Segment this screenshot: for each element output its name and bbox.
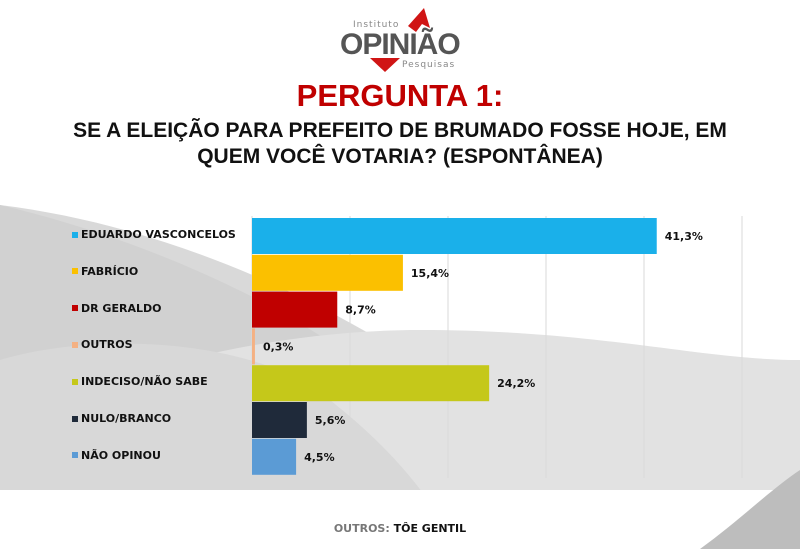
logo-arrow-icon (370, 8, 430, 72)
legend-swatch (72, 268, 78, 275)
legend-swatch (72, 341, 78, 348)
legend-label: FABRÍCIO (81, 264, 139, 278)
legend-item: DR GERALDO (72, 302, 161, 315)
legend-item: INDECISO/NÃO SABE (72, 375, 208, 388)
logo-pesquisas: Pesquisas (402, 60, 456, 70)
data-label: 24,2% (497, 377, 535, 390)
footnote: OUTROS: TÔE GENTIL (0, 522, 800, 535)
legend-item: EDUARDO VASCONCELOS (72, 228, 236, 241)
legend-swatch (72, 378, 78, 385)
bar-3 (252, 328, 255, 365)
bar-5 (252, 402, 307, 438)
data-label: 4,5% (304, 451, 335, 464)
footnote-value: TÔE GENTIL (393, 522, 467, 535)
bar-2 (252, 291, 338, 328)
bar-1 (252, 254, 403, 291)
legend-item: OUTROS (72, 338, 133, 351)
legend-label: DR GERALDO (81, 301, 162, 315)
question-number: PERGUNTA 1: (296, 78, 504, 113)
logo-instituto: Instituto (353, 20, 400, 30)
question-line-1: SE A ELEIÇÃO PARA PREFEITO DE BRUMADO FO… (73, 119, 727, 142)
legend-swatch (72, 452, 78, 459)
bar-0 (252, 218, 657, 254)
data-label: 41,3% (665, 230, 703, 243)
legend-label: OUTROS (81, 338, 133, 352)
question-line-2: QUEM VOCÊ VOTARIA? (ESPONTÂNEA) (197, 145, 603, 168)
data-label: 5,6% (315, 414, 346, 427)
data-label: 15,4% (411, 267, 449, 280)
legend-swatch (72, 231, 78, 238)
legend-label: INDECISO/NÃO SABE (81, 375, 208, 389)
logo: Instituto OPINIÃO Pesquisas (330, 6, 470, 74)
legend-swatch (72, 305, 78, 312)
legend-item: NULO/BRANCO (72, 412, 171, 425)
logo-opiniao: OPINIÃO (340, 28, 461, 61)
bar-6 (252, 438, 297, 475)
legend-item: NÃO OPINOU (72, 449, 161, 462)
legend-label: EDUARDO VASCONCELOS (81, 228, 236, 241)
footnote-label: OUTROS: (333, 522, 390, 535)
legend-label: NULO/BRANCO (81, 412, 172, 425)
data-label: 8,7% (345, 304, 376, 317)
bar-4 (252, 365, 490, 402)
data-label: 0,3% (263, 340, 294, 353)
legend-swatch (72, 415, 78, 422)
legend-item: FABRÍCIO (72, 265, 138, 278)
legend-label: NÃO OPINOU (81, 448, 161, 462)
question-text: SE A ELEIÇÃO PARA PREFEITO DE BRUMADO FO… (0, 118, 800, 170)
